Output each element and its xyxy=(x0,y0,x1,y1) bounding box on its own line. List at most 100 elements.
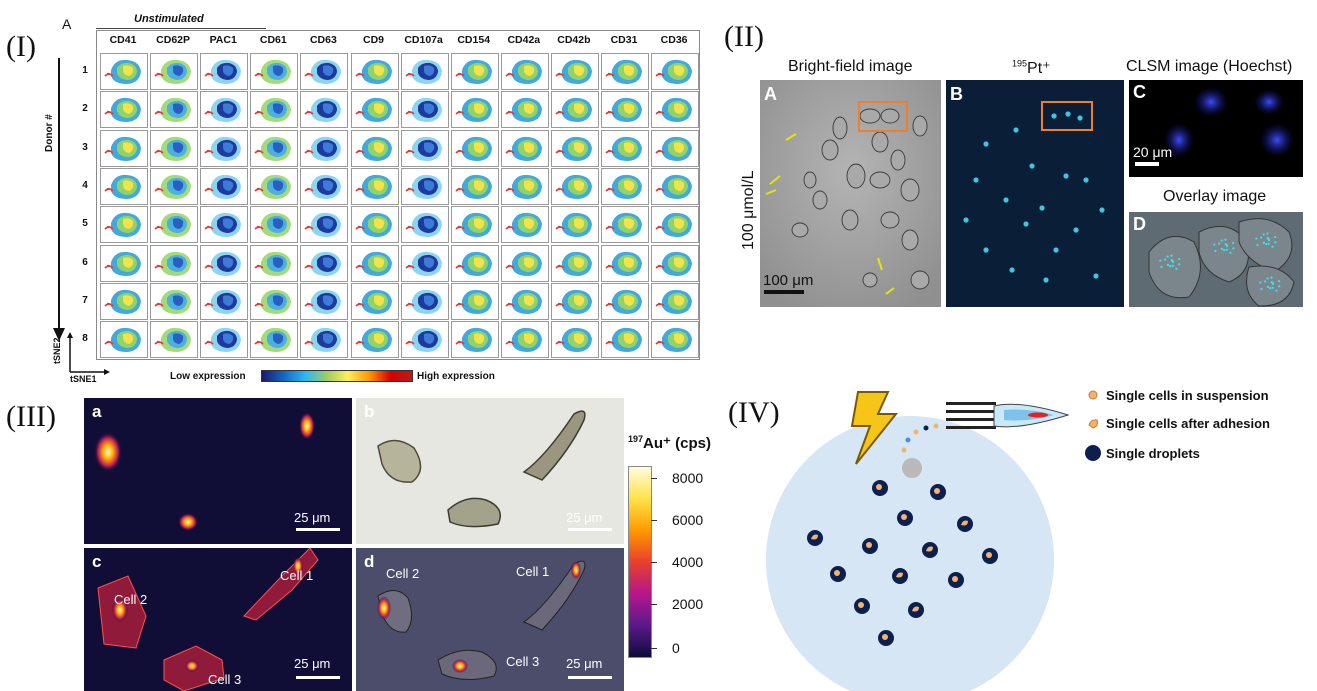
au-colorbar-tick: 4000 xyxy=(672,554,704,570)
bright-field-title: Bright-field image xyxy=(788,58,913,75)
donor-label-3: 3 xyxy=(82,141,88,153)
scale-bar-a: 100 μm xyxy=(763,272,814,289)
tsne-cell xyxy=(350,206,399,244)
droplet-adhered-cell xyxy=(912,606,919,612)
tsne-cell xyxy=(250,282,299,320)
image-label-c: C xyxy=(1133,82,1146,102)
tsne-cell xyxy=(200,206,249,244)
tsne-cell xyxy=(350,282,399,320)
cell-1-label: Cell 1 xyxy=(280,568,314,583)
marker-header-cd63: CD63 xyxy=(309,34,337,46)
cell-2-label-d: Cell 2 xyxy=(386,566,420,581)
donor-label-8: 8 xyxy=(82,333,88,345)
tsne-cell xyxy=(200,244,249,282)
au-colorbar-tick: 0 xyxy=(672,640,680,656)
tsne-cell xyxy=(100,206,148,244)
droplet-diagram xyxy=(766,391,1070,691)
cell-2-label: Cell 2 xyxy=(114,592,148,607)
tsne-cell xyxy=(300,53,349,90)
au-map-c: c Cell 1 Cell 2 Cell 3 25 μm xyxy=(84,548,352,691)
plate-circle xyxy=(766,416,1054,691)
tsne-cell xyxy=(300,206,349,244)
marker-header-cd36: CD36 xyxy=(660,34,688,46)
au-colorbar-tick: 6000 xyxy=(672,512,704,528)
image-label-d-lower: d xyxy=(364,552,375,571)
au-map-a: a 25 μm xyxy=(84,398,352,544)
tsne-cell xyxy=(150,321,199,359)
tsne-cell xyxy=(300,321,349,359)
tsne-cell xyxy=(100,282,148,320)
droplet-cell xyxy=(866,542,872,548)
tsne-cell xyxy=(150,129,199,167)
tsne-cell xyxy=(550,206,599,244)
tsne-cell xyxy=(500,282,549,320)
bright-field-image: A 100 μm xyxy=(760,80,941,307)
tsne-cell xyxy=(400,53,449,90)
tsne-cell xyxy=(150,206,199,244)
scale-c-lower: 25 μm xyxy=(294,656,331,671)
donor-label-7: 7 xyxy=(82,294,88,306)
au-colorbar-tick-mark xyxy=(651,604,657,605)
tsne-cell xyxy=(250,53,299,90)
tsne-cell xyxy=(400,129,449,167)
au-colorbar-tick-mark xyxy=(651,520,657,521)
tsne-cell xyxy=(350,244,399,282)
tsne-cell xyxy=(400,167,449,205)
tsne-cell xyxy=(100,244,148,282)
overlay-image-d: d Cell 1 Cell 2 Cell 3 25 μm xyxy=(356,548,624,691)
condition-underline xyxy=(96,28,266,29)
legend-marker-adhesion-icon xyxy=(1088,419,1098,429)
tsne-cell xyxy=(601,282,649,320)
legend-suspension: Single cells in suspension xyxy=(1106,388,1269,403)
tsne-cell xyxy=(350,91,399,129)
tsne-cell xyxy=(601,91,649,129)
tsne-cell xyxy=(651,206,700,244)
bright-field-cells xyxy=(760,80,941,307)
au-colorbar-unit: Au⁺ (cps) xyxy=(643,435,711,452)
tsne-cell xyxy=(300,129,349,167)
tsne-cell xyxy=(100,321,148,359)
tsne-cell xyxy=(300,167,349,205)
pt-title-isotope: 195 xyxy=(1012,58,1028,69)
droplet-cell xyxy=(834,570,840,576)
tsne-cell xyxy=(601,321,649,359)
tsne-cell xyxy=(400,321,449,359)
marker-header-cd42b: CD42b xyxy=(557,34,591,46)
droplet-adhered-cell xyxy=(926,546,933,552)
droplet-cell xyxy=(952,576,958,582)
droplet-cell xyxy=(901,514,907,520)
scale-bar-c: 20 μm xyxy=(1133,144,1173,160)
overlay-title: Overlay image xyxy=(1163,188,1267,205)
tsne-cell xyxy=(651,282,700,320)
plasma-torch-icon xyxy=(946,402,1070,429)
tsne-cell xyxy=(350,321,399,359)
tsne-cell xyxy=(550,53,599,90)
tsne-cell xyxy=(601,244,649,282)
marker-header-cd31: CD31 xyxy=(610,34,638,46)
overlay-cells-d xyxy=(377,560,612,680)
donor-label-2: 2 xyxy=(82,103,88,115)
legend-droplets: Single droplets xyxy=(1106,446,1200,461)
tsne-cell xyxy=(500,129,549,167)
tsne-cell xyxy=(450,129,499,167)
marker-header-cd41: CD41 xyxy=(109,34,137,46)
tsne-cell xyxy=(601,53,649,90)
marker-header-cd154: CD154 xyxy=(457,34,491,46)
tsne-cell xyxy=(400,206,449,244)
tsne-cell xyxy=(300,91,349,129)
overlay-cells xyxy=(1148,218,1295,307)
marker-header-pac1: PAC1 xyxy=(209,34,237,46)
panel-iii: (III) a 25 μm b 25 μm xyxy=(0,390,720,691)
tsne-cell xyxy=(550,129,599,167)
tsne-cell xyxy=(200,91,249,129)
tsne-cell xyxy=(250,321,299,359)
tsne-cell xyxy=(500,321,549,359)
panel-ii: (II) Bright-field image 195Pt⁺ CLSM imag… xyxy=(722,0,1317,330)
panel-i-label: (I) xyxy=(6,30,36,63)
au-colorbar-tick-mark xyxy=(651,562,657,563)
clsm-image: C 20 μm xyxy=(1129,80,1303,177)
image-label-b-lower: b xyxy=(364,402,375,421)
scale-d-lower: 25 μm xyxy=(566,656,603,671)
tsne-cell xyxy=(500,244,549,282)
laser-bolt-icon xyxy=(850,391,899,465)
